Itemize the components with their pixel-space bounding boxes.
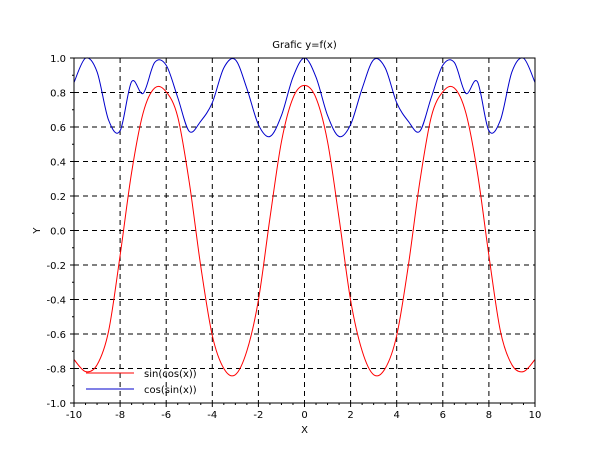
y-tick-label: 0.0 [50, 227, 66, 238]
y-tick-label: -0.6 [46, 330, 66, 341]
y-tick-label: 0.4 [50, 158, 66, 169]
x-tick-label: 2 [347, 410, 353, 421]
y-tick-label: -0.4 [46, 296, 66, 307]
y-tick-label: 1.0 [50, 54, 66, 65]
y-tick-label: 0.6 [50, 123, 66, 134]
x-tick-label: 6 [440, 410, 446, 421]
legend-label: cos(sin(x)) [144, 385, 197, 396]
x-tick-label: -10 [66, 410, 82, 421]
series-line [73, 84, 536, 377]
ticks: -10 -8 -6 -4 -2 0 2 4 6 8 10 -1.0 -0.8 -0.6 -0.4 -0.2 0.… [46, 54, 541, 421]
legend: sin(cos(x)) cos(sin(x)) [86, 369, 197, 396]
y-tick-label: -0.8 [46, 365, 66, 376]
y-axis-title: Y [32, 227, 43, 235]
grid [74, 58, 535, 403]
x-tick-label: -4 [207, 410, 217, 421]
x-axis-title: X [301, 425, 308, 436]
chart-title: Grafic y=f(x) [272, 40, 337, 51]
legend-label: sin(cos(x)) [144, 369, 197, 380]
x-tick-label: 4 [394, 410, 400, 421]
x-tick-label: -8 [115, 410, 125, 421]
x-tick-label: 8 [486, 410, 492, 421]
x-tick-label: 0 [301, 410, 307, 421]
y-tick-label: -1.0 [46, 399, 66, 410]
x-tick-label: -2 [253, 410, 263, 421]
y-tick-label: -0.2 [46, 261, 66, 272]
y-tick-label: 0.2 [50, 192, 66, 203]
x-tick-label: 10 [529, 410, 542, 421]
y-tick-label: 0.8 [50, 89, 66, 100]
x-tick-label: -6 [161, 410, 171, 421]
